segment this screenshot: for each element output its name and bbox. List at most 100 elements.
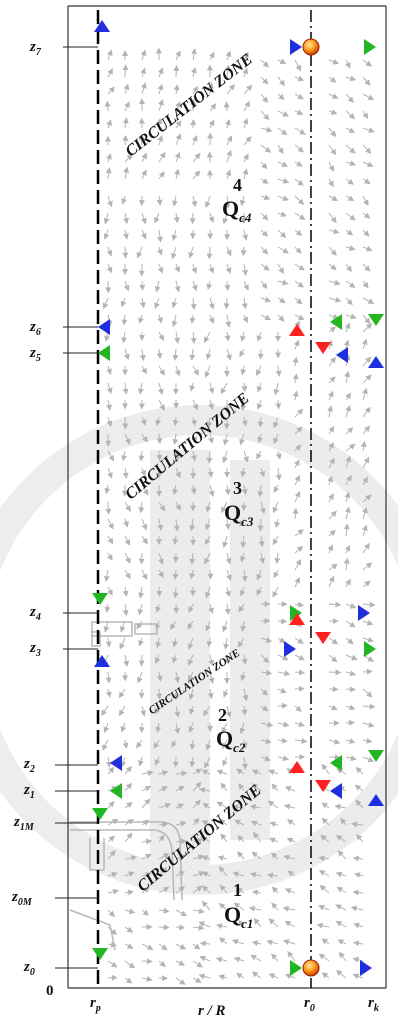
- r0-label: r0: [304, 996, 315, 1014]
- field-vector: [193, 927, 202, 928]
- field-vector: [219, 959, 227, 961]
- field-vector: [363, 196, 367, 203]
- field-vector: [289, 839, 295, 842]
- field-vector: [201, 976, 210, 978]
- field-vector: [203, 943, 210, 944]
- field-vector: [295, 562, 300, 570]
- field-vector: [289, 821, 295, 825]
- source-point-top: [303, 39, 319, 55]
- field-vector: [295, 672, 302, 673]
- field-vector: [125, 892, 131, 893]
- field-vector: [278, 196, 286, 199]
- field-vector: [222, 383, 227, 392]
- field-vector: [346, 196, 352, 199]
- field-vector: [274, 587, 278, 595]
- arrow-rk-down-top: [368, 90, 384, 326]
- arrow-red-down-34-head: [315, 632, 331, 644]
- field-vector: [329, 247, 335, 254]
- field-vector: [108, 803, 112, 808]
- field-vector: [274, 502, 278, 511]
- field-vector: [176, 332, 178, 341]
- field-vector: [209, 451, 210, 461]
- field-vector: [226, 298, 227, 306]
- field-vector: [355, 975, 363, 978]
- field-vector: [123, 196, 125, 202]
- field-vector: [142, 944, 151, 948]
- field-vector: [329, 740, 338, 742]
- z5-label: z5: [30, 346, 41, 364]
- arrow-red-down-12: [315, 766, 331, 792]
- field-vector: [124, 332, 125, 341]
- field-vector: [176, 978, 183, 983]
- field-vector: [235, 941, 244, 944]
- field-vector: [278, 468, 279, 478]
- field-vector: [346, 77, 353, 79]
- field-vector: [205, 332, 210, 340]
- field-vector: [320, 925, 329, 927]
- field-vector: [275, 570, 278, 576]
- field-vector: [156, 298, 159, 306]
- field-vector: [244, 156, 247, 162]
- field-vector: [295, 511, 296, 519]
- field-vector: [329, 264, 335, 268]
- field-vector: [321, 872, 329, 876]
- field-vector: [124, 451, 125, 458]
- field-vector: [278, 757, 286, 759]
- field-vector: [108, 519, 112, 527]
- field-vector: [244, 706, 245, 713]
- arrow-z7-outer: [320, 39, 376, 55]
- field-vector: [358, 769, 363, 774]
- field-vector: [363, 128, 372, 131]
- rk-label: rk: [368, 996, 379, 1014]
- field-vector: [108, 961, 115, 966]
- field-vector: [175, 417, 176, 423]
- field-vector: [363, 391, 366, 400]
- field-vector: [363, 604, 373, 605]
- field-vector: [193, 138, 196, 145]
- field-vector: [125, 86, 127, 94]
- field-vector: [227, 553, 229, 562]
- field-vector: [363, 359, 369, 366]
- field-vector: [278, 162, 285, 165]
- arrow-z4-outer-head: [358, 605, 370, 621]
- field-vector: [295, 548, 301, 553]
- field-vector: [278, 740, 285, 741]
- field-vector: [355, 892, 363, 893]
- arrow-z0-right: [108, 960, 302, 976]
- field-vector: [261, 196, 267, 198]
- field-vector: [324, 940, 329, 944]
- field-vector: [278, 60, 284, 63]
- field-vector: [138, 247, 142, 256]
- field-vector: [346, 60, 349, 66]
- field-vector: [363, 162, 371, 166]
- field-vector: [261, 60, 267, 65]
- field-vector: [346, 757, 354, 759]
- field-vector: [108, 553, 111, 558]
- field-vector: [346, 604, 354, 607]
- field-vector: [278, 145, 282, 152]
- field-vector: [159, 383, 161, 392]
- field-vector: [125, 104, 128, 111]
- field-vector: [174, 298, 176, 305]
- field-vector: [224, 536, 227, 545]
- field-vector: [227, 587, 229, 594]
- arrow-z0-outer-head: [360, 960, 372, 976]
- field-vector: [227, 53, 229, 60]
- field-vector: [295, 638, 301, 642]
- field-vector: [108, 400, 110, 408]
- field-vector: [357, 874, 363, 876]
- field-vector: [125, 519, 127, 525]
- field-vector: [295, 580, 298, 587]
- field-vector: [321, 906, 329, 910]
- field-vector: [261, 281, 266, 287]
- field-vector: [346, 561, 347, 570]
- field-vector: [121, 706, 125, 714]
- zone4-number: 4: [233, 175, 242, 196]
- field-vector: [363, 621, 371, 624]
- field-vector: [363, 689, 370, 696]
- arrow-z7-to-r0: [108, 39, 302, 55]
- field-vector: [142, 570, 146, 577]
- field-vector: [244, 281, 247, 288]
- field-vector: [346, 281, 353, 286]
- field-vector: [295, 315, 302, 319]
